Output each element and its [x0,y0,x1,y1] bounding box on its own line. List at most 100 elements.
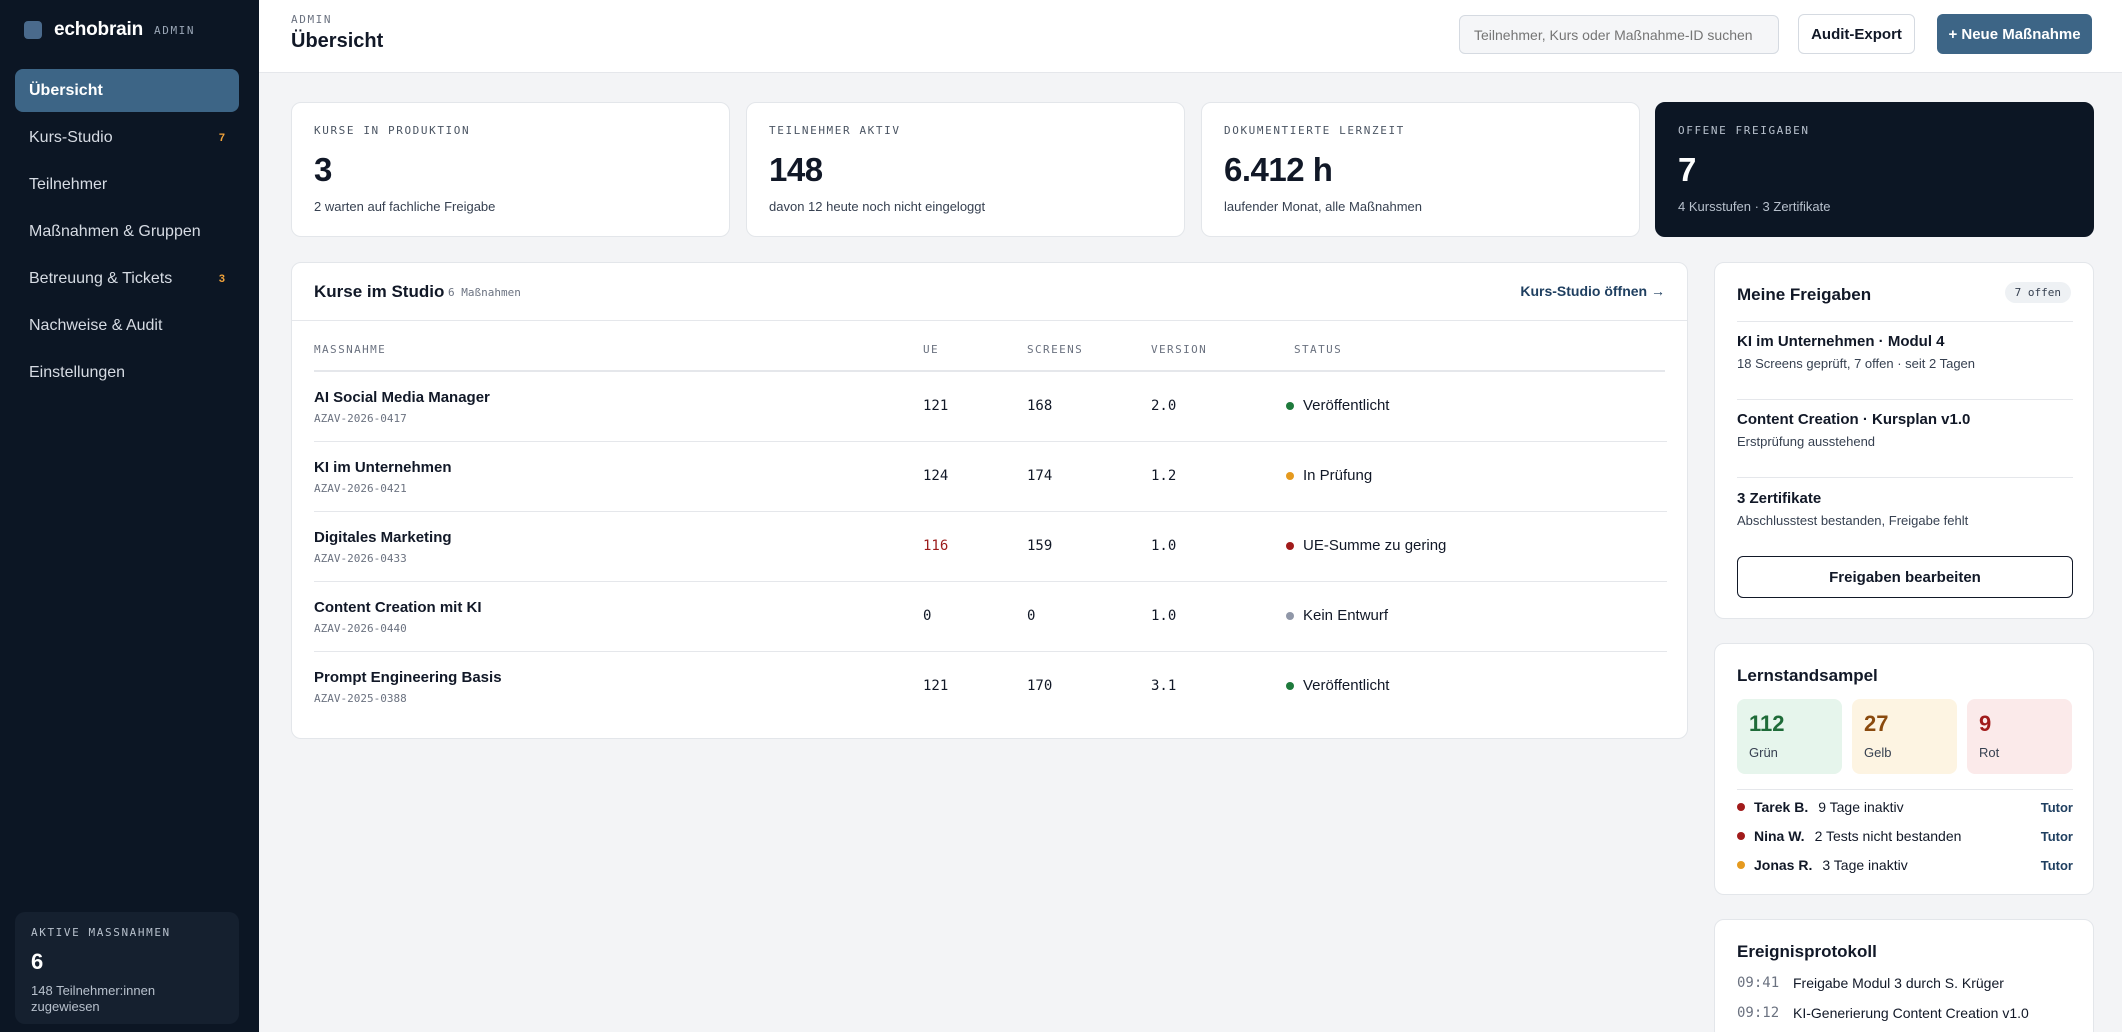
brand-name: echobrain [54,19,143,40]
status-label: In Prüfung [1303,467,1373,484]
flagged-learner: Tarek B. 9 Tage inaktiv Tutor [1737,797,2073,817]
sidebar-item-einstellungen[interactable]: Einstellungen [15,351,239,394]
stat-sub: 2 warten auf fachliche Freigabe [314,199,496,214]
course-version: 2.0 [1151,398,1177,414]
course-ue: 121 [923,678,949,694]
table-row[interactable]: Content Creation mit KI AZAV-2026-0440 0… [314,582,1667,652]
course-screens: 174 [1027,468,1053,484]
stat-value: 148 [769,151,823,188]
course-code: AZAV-2025-0388 [314,692,407,705]
course-name: Content Creation mit KI [314,599,482,616]
course-status: Veröffentlicht [1286,677,1389,694]
amp-green[interactable]: 112 Grün [1737,699,1842,774]
sidebar-item-betreuung[interactable]: Betreuung & Tickets 3 [15,257,239,300]
learner-name: Jonas R. [1754,857,1813,873]
stat-label: KURSE IN PRODUKTION [314,124,471,137]
courses-table-card: Kurse im Studio 6 Maßnahmen Kurs-Studio … [291,262,1688,739]
event-log-entry: 09:12 KI-Generierung Content Creation v1… [1737,1005,2029,1021]
divider [1737,321,2073,322]
flagged-learner: Nina W. 2 Tests nicht bestanden Tutor [1737,826,2073,846]
brand[interactable]: echobrain ADMIN [24,19,196,40]
courses-count: 6 Maßnahmen [448,286,521,299]
new-measure-button[interactable]: + Neue Maßnahme [1937,14,2092,54]
sidebar-item-badge: 7 [218,131,225,144]
approval-title: Content Creation · Kursplan v1.0 [1737,411,1971,428]
status-label: UE-Summe zu gering [1303,537,1447,554]
status-dot-icon [1286,401,1294,410]
edit-approvals-button[interactable]: Freigaben bearbeiten [1737,556,2073,598]
active-measures-value: 6 [31,949,44,974]
sidebar-item-massnahmen[interactable]: Maßnahmen & Gruppen [15,210,239,253]
sidebar-item-uebersicht[interactable]: Übersicht [15,69,239,112]
top-header: ADMIN Übersicht Audit-Export + Neue Maßn… [259,0,2122,73]
amp-yellow[interactable]: 27 Gelb [1852,699,1957,774]
open-studio-link[interactable]: Kurs-Studio öffnen → [1520,283,1665,299]
course-screens: 168 [1027,398,1053,414]
amp-value: 9 [1979,711,1992,736]
approval-item[interactable]: KI im Unternehmen · Modul 4 18 Screens g… [1737,333,2073,371]
approval-item[interactable]: 3 Zertifikate Abschlusstest bestanden, F… [1737,490,2073,528]
table-row[interactable]: Digitales Marketing AZAV-2026-0433 116 1… [314,512,1667,582]
amp-label: Rot [1979,745,2000,760]
column-header-ue[interactable]: UE [923,343,940,356]
tutor-link[interactable]: Tutor [2040,828,2073,844]
course-status: Veröffentlicht [1286,397,1389,414]
sidebar-item-label: Einstellungen [29,363,126,381]
course-screens: 0 [1027,608,1036,624]
column-header-status[interactable]: STATUS [1294,343,1343,356]
stat-card-courses: KURSE IN PRODUKTION 3 2 warten auf fachl… [291,102,730,237]
event-log-entry: 09:41 Freigabe Modul 3 durch S. Krüger [1737,975,2004,991]
audit-export-button[interactable]: Audit-Export [1798,14,1915,54]
amp-value: 112 [1749,711,1785,736]
breadcrumb: ADMIN [291,13,333,26]
course-version: 1.2 [1151,468,1177,484]
course-name: KI im Unternehmen [314,459,452,476]
amp-red[interactable]: 9 Rot [1967,699,2072,774]
tutor-link[interactable]: Tutor [2040,799,2073,815]
brand-tag: ADMIN [154,23,196,37]
stat-card-learning-time: DOKUMENTIERTE LERNZEIT 6.412 h laufender… [1201,102,1640,237]
course-version: 1.0 [1151,608,1177,624]
page-title: Übersicht [291,30,384,52]
table-row[interactable]: Prompt Engineering Basis AZAV-2025-0388 … [314,652,1667,722]
divider [1737,789,2073,790]
course-name: Prompt Engineering Basis [314,669,502,686]
course-code: AZAV-2026-0421 [314,482,407,495]
column-header-version[interactable]: VERSION [1151,343,1208,356]
course-code: AZAV-2026-0440 [314,622,407,635]
stat-value: 7 [1678,151,1696,188]
status-dot-icon [1737,861,1745,869]
approval-title: KI im Unternehmen · Modul 4 [1737,333,1945,350]
course-code: AZAV-2026-0417 [314,412,407,425]
column-header-screens[interactable]: SCREENS [1027,343,1084,356]
sidebar-item-teilnehmer[interactable]: Teilnehmer [15,163,239,206]
column-header-massnahme[interactable]: MASSNAHME [314,343,387,356]
approvals-card: Meine Freigaben 7 offen KI im Unternehme… [1714,262,2094,619]
tutor-link[interactable]: Tutor [2040,857,2073,873]
table-row[interactable]: AI Social Media Manager AZAV-2026-0417 1… [314,372,1667,442]
sidebar-item-kurs-studio[interactable]: Kurs-Studio 7 [15,116,239,159]
learner-name: Tarek B. [1754,799,1809,815]
approvals-count-badge: 7 offen [2004,282,2071,303]
header-divider [314,370,1665,372]
course-status: UE-Summe zu gering [1286,537,1446,554]
status-label: Veröffentlicht [1303,677,1390,694]
course-code: AZAV-2026-0433 [314,552,407,565]
sidebar-item-label: Übersicht [29,81,103,99]
table-row[interactable]: KI im Unternehmen AZAV-2026-0421 124 174… [314,442,1667,512]
search-input[interactable] [1459,15,1779,54]
sidebar-item-label: Maßnahmen & Gruppen [29,222,201,240]
sidebar-item-label: Nachweise & Audit [29,316,163,334]
stat-value: 6.412 h [1224,151,1333,188]
status-label: Veröffentlicht [1303,397,1390,414]
active-measures-sub: 148 Teilnehmer:innen zugewiesen [31,983,156,1014]
sidebar-item-nachweise[interactable]: Nachweise & Audit [15,304,239,347]
approval-item[interactable]: Content Creation · Kursplan v1.0 Erstprü… [1737,411,2073,449]
status-dot-icon [1737,832,1745,840]
status-label: Kein Entwurf [1303,607,1389,624]
course-status: In Prüfung [1286,467,1372,484]
stat-sub: laufender Monat, alle Maßnahmen [1224,199,1423,214]
divider [1737,477,2073,478]
learner-issue: 2 Tests nicht bestanden [1814,828,1962,844]
course-version: 3.1 [1151,678,1177,694]
